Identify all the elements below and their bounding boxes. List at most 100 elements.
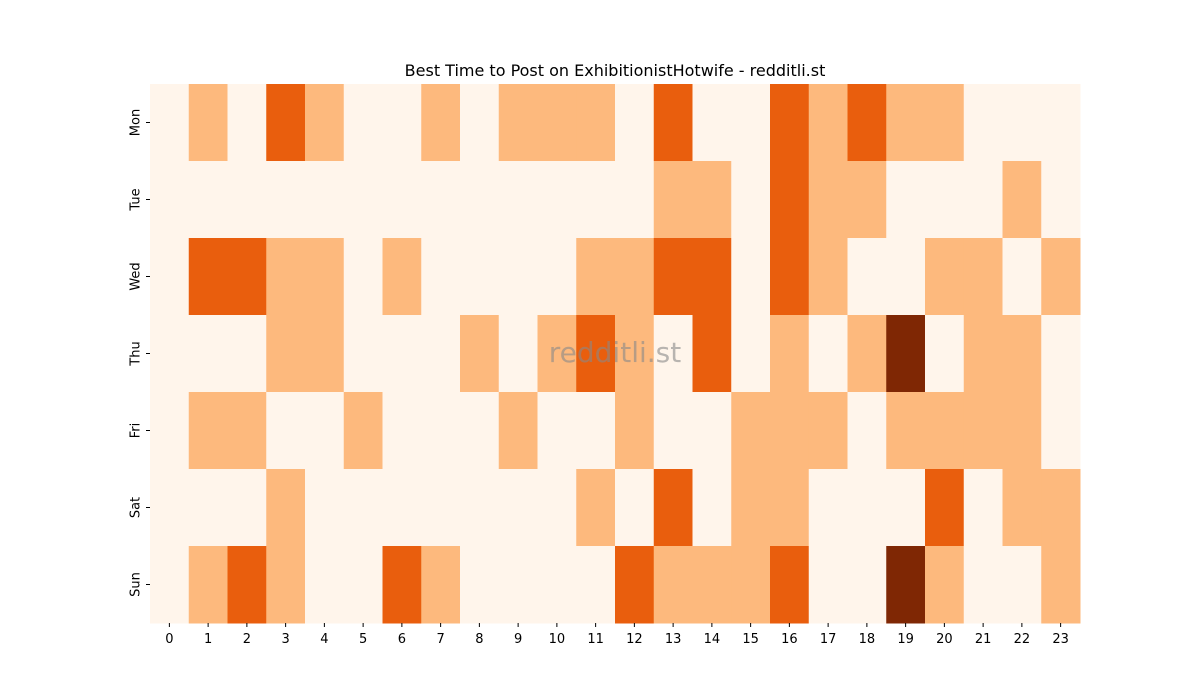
x-tick-label: 13 <box>665 632 682 647</box>
x-tick-label: 3 <box>281 632 289 647</box>
heatmap-cell-mon-22 <box>1002 84 1042 162</box>
heatmap-cell-sun-5 <box>343 546 383 624</box>
heatmap-cell-sat-6 <box>382 469 422 547</box>
heatmap-cell-tue-8 <box>460 161 500 239</box>
heatmap-cell-thu-5 <box>343 315 383 393</box>
heatmap-cell-wed-15 <box>731 238 771 316</box>
heatmap-cell-sun-11 <box>576 546 616 624</box>
heatmap-cell-thu-0 <box>150 315 190 393</box>
heatmap-cell-tue-21 <box>963 161 1003 239</box>
heatmap-cell-tue-1 <box>188 161 228 239</box>
heatmap-cell-mon-20 <box>925 84 965 162</box>
heatmap-cell-fri-4 <box>305 392 345 470</box>
heatmap-cell-sun-10 <box>537 546 577 624</box>
heatmap-cell-thu-11 <box>576 315 616 393</box>
heatmap-cell-fri-7 <box>421 392 461 470</box>
heatmap-cell-thu-7 <box>421 315 461 393</box>
heatmap-cell-wed-23 <box>1041 238 1081 316</box>
heatmap-cell-fri-6 <box>382 392 422 470</box>
heatmap-cell-wed-18 <box>847 238 887 316</box>
heatmap-cell-tue-5 <box>343 161 383 239</box>
x-tick-label: 11 <box>587 632 604 647</box>
heatmap-cell-sun-20 <box>925 546 965 624</box>
heatmap-cell-sat-13 <box>653 469 693 547</box>
heatmap-cell-tue-11 <box>576 161 616 239</box>
heatmap-cell-fri-2 <box>227 392 267 470</box>
x-tick-label: 5 <box>359 632 367 647</box>
heatmap-cell-fri-11 <box>576 392 616 470</box>
heatmap-cell-thu-21 <box>963 315 1003 393</box>
y-tick-label: Fri <box>129 423 144 439</box>
heatmap-cells <box>150 84 1081 624</box>
heatmap-cell-mon-8 <box>460 84 500 162</box>
x-tick-label: 7 <box>436 632 444 647</box>
heatmap-cell-sun-7 <box>421 546 461 624</box>
heatmap-cell-sat-11 <box>576 469 616 547</box>
heatmap-cell-mon-14 <box>692 84 732 162</box>
heatmap-cell-sat-12 <box>615 469 655 547</box>
heatmap-cell-thu-4 <box>305 315 345 393</box>
x-tick-label: 0 <box>165 632 173 647</box>
heatmap-cell-sat-16 <box>770 469 810 547</box>
heatmap-cell-mon-18 <box>847 84 887 162</box>
heatmap-cell-sat-17 <box>808 469 848 547</box>
heatmap-cell-wed-14 <box>692 238 732 316</box>
heatmap-cell-wed-9 <box>498 238 538 316</box>
heatmap-cell-fri-9 <box>498 392 538 470</box>
heatmap-cell-wed-21 <box>963 238 1003 316</box>
heatmap-cell-sat-3 <box>266 469 306 547</box>
heatmap-cell-wed-6 <box>382 238 422 316</box>
heatmap-cell-mon-11 <box>576 84 616 162</box>
heatmap-cell-mon-0 <box>150 84 190 162</box>
heatmap-cell-tue-18 <box>847 161 887 239</box>
chart-title: Best Time to Post on ExhibitionistHotwif… <box>405 61 826 80</box>
heatmap-cell-thu-15 <box>731 315 771 393</box>
heatmap-cell-sat-8 <box>460 469 500 547</box>
heatmap-cell-mon-7 <box>421 84 461 162</box>
y-tick-label: Tue <box>129 188 144 211</box>
heatmap-cell-mon-15 <box>731 84 771 162</box>
heatmap-cell-sun-16 <box>770 546 810 624</box>
heatmap-cell-wed-22 <box>1002 238 1042 316</box>
heatmap-cell-mon-21 <box>963 84 1003 162</box>
heatmap-cell-sat-4 <box>305 469 345 547</box>
heatmap-cell-tue-19 <box>886 161 926 239</box>
x-tick-label: 15 <box>742 632 759 647</box>
heatmap-cell-fri-8 <box>460 392 500 470</box>
heatmap-cell-sat-18 <box>847 469 887 547</box>
heatmap-cell-sat-2 <box>227 469 267 547</box>
heatmap-cell-fri-10 <box>537 392 577 470</box>
heatmap-cell-thu-14 <box>692 315 732 393</box>
heatmap-cell-mon-10 <box>537 84 577 162</box>
y-tick-label: Thu <box>129 341 144 366</box>
x-tick-label: 19 <box>897 632 914 647</box>
heatmap-cell-mon-6 <box>382 84 422 162</box>
heatmap-cell-mon-17 <box>808 84 848 162</box>
heatmap-cell-tue-3 <box>266 161 306 239</box>
heatmap-cell-thu-19 <box>886 315 926 393</box>
heatmap-cell-wed-13 <box>653 238 693 316</box>
x-tick-label: 22 <box>1014 632 1031 647</box>
heatmap-cell-thu-10 <box>537 315 577 393</box>
heatmap-cell-sun-23 <box>1041 546 1081 624</box>
heatmap-cell-fri-5 <box>343 392 383 470</box>
heatmap-cell-mon-1 <box>188 84 228 162</box>
heatmap-cell-tue-17 <box>808 161 848 239</box>
heatmap-cell-fri-1 <box>188 392 228 470</box>
heatmap-cell-sun-21 <box>963 546 1003 624</box>
heatmap-cell-tue-9 <box>498 161 538 239</box>
x-tick-label: 20 <box>936 632 953 647</box>
heatmap-cell-sun-0 <box>150 546 190 624</box>
heatmap-cell-thu-12 <box>615 315 655 393</box>
heatmap-cell-sat-20 <box>925 469 965 547</box>
heatmap-cell-fri-12 <box>615 392 655 470</box>
heatmap-cell-tue-12 <box>615 161 655 239</box>
y-axis: Mon Tue Wed Thu Fri Sat Sun <box>129 109 150 597</box>
heatmap-cell-fri-23 <box>1041 392 1081 470</box>
heatmap-cell-fri-17 <box>808 392 848 470</box>
heatmap-cell-thu-17 <box>808 315 848 393</box>
heatmap-cell-sat-1 <box>188 469 228 547</box>
heatmap-cell-tue-6 <box>382 161 422 239</box>
heatmap-cell-sat-0 <box>150 469 190 547</box>
